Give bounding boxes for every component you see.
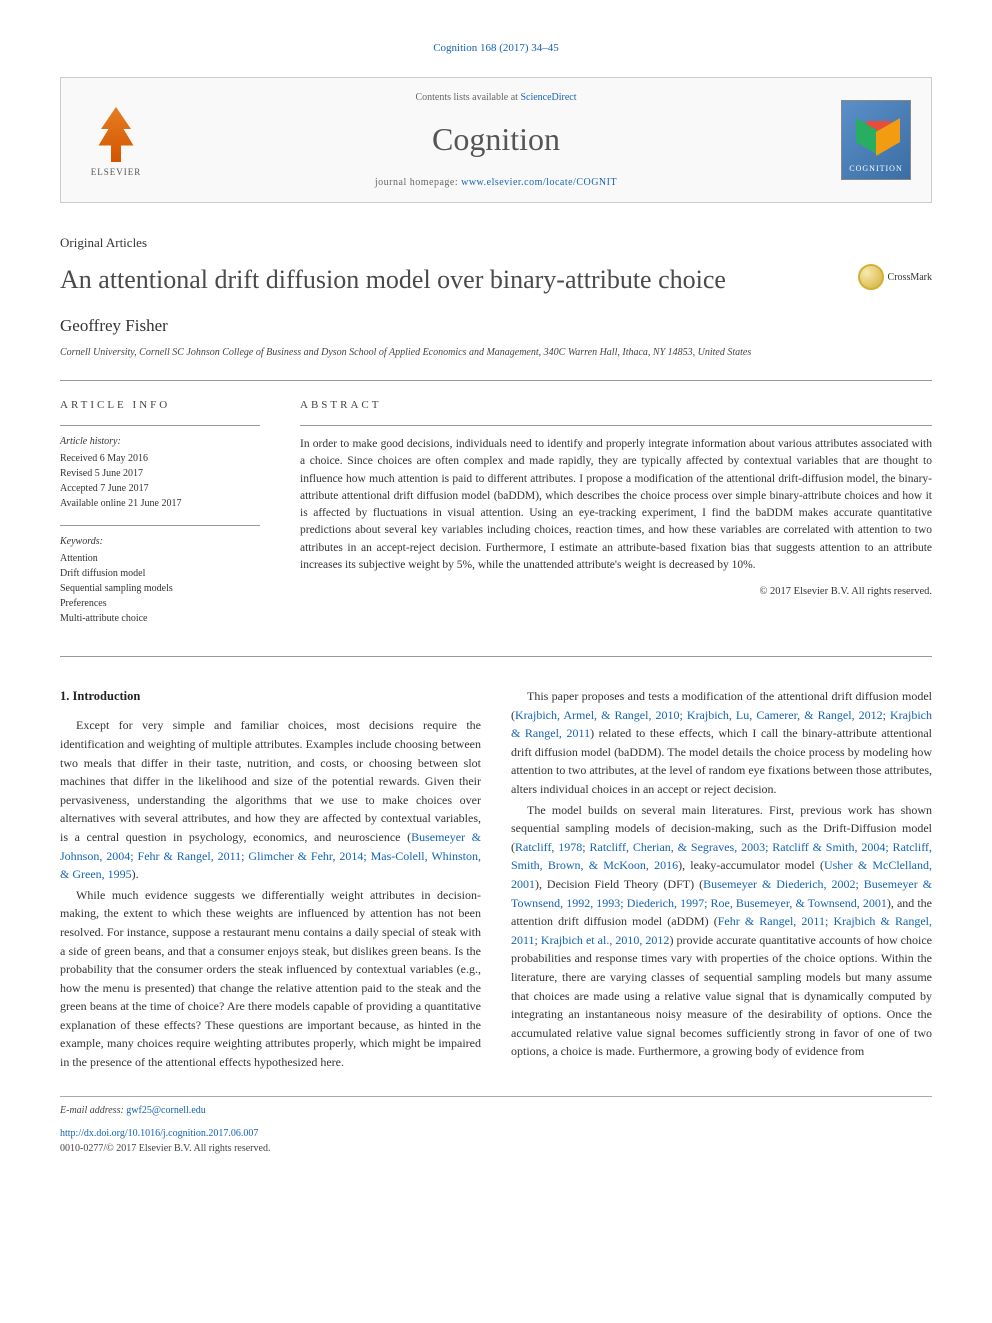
para-2: While much evidence suggests we differen… bbox=[60, 886, 481, 1072]
article-type: Original Articles bbox=[60, 233, 932, 253]
abstract-heading: abstract bbox=[300, 397, 932, 414]
crossmark-label: CrossMark bbox=[888, 270, 932, 285]
journal-header: ELSEVIER Contents lists available at Sci… bbox=[60, 77, 932, 203]
doi-link[interactable]: http://dx.doi.org/10.1016/j.cognition.20… bbox=[60, 1126, 932, 1141]
info-rule bbox=[60, 425, 260, 426]
contents-available: Contents lists available at ScienceDirec… bbox=[151, 90, 841, 105]
keywords-label: Keywords: bbox=[60, 534, 260, 549]
para-1: Except for very simple and familiar choi… bbox=[60, 716, 481, 883]
abstract-column: abstract In order to make good decisions… bbox=[300, 397, 932, 641]
keywords-block: Keywords: Attention Drift diffusion mode… bbox=[60, 534, 260, 626]
history-revised: Revised 5 June 2017 bbox=[60, 466, 260, 481]
history-accepted: Accepted 7 June 2017 bbox=[60, 481, 260, 496]
journal-homepage: journal homepage: www.elsevier.com/locat… bbox=[151, 175, 841, 190]
cognition-cube-icon bbox=[856, 115, 896, 155]
keyword-1: Attention bbox=[60, 551, 260, 566]
keyword-5: Multi-attribute choice bbox=[60, 611, 260, 626]
article-info-column: article info Article history: Received 6… bbox=[60, 397, 260, 641]
title-row: An attentional drift diffusion model ove… bbox=[60, 260, 932, 299]
keyword-4: Preferences bbox=[60, 596, 260, 611]
homepage-prefix: journal homepage: bbox=[375, 177, 461, 188]
homepage-link[interactable]: www.elsevier.com/locate/COGNIT bbox=[461, 177, 617, 188]
author-email-link[interactable]: gwf25@cornell.edu bbox=[126, 1105, 205, 1116]
section-1-heading: 1. Introduction bbox=[60, 687, 481, 706]
keyword-2: Drift diffusion model bbox=[60, 566, 260, 581]
rule-top bbox=[60, 380, 932, 381]
abstract-rule bbox=[300, 425, 932, 426]
sciencedirect-link[interactable]: ScienceDirect bbox=[520, 92, 576, 103]
article-info-heading: article info bbox=[60, 397, 260, 414]
info-rule-2 bbox=[60, 525, 260, 526]
crossmark-icon bbox=[858, 264, 884, 290]
abstract-copyright: © 2017 Elsevier B.V. All rights reserved… bbox=[300, 584, 932, 600]
info-abstract-row: article info Article history: Received 6… bbox=[60, 397, 932, 641]
header-center: Contents lists available at ScienceDirec… bbox=[151, 90, 841, 190]
elsevier-logo: ELSEVIER bbox=[81, 100, 151, 180]
history-label: Article history: bbox=[60, 434, 260, 449]
author-name: Geoffrey Fisher bbox=[60, 313, 932, 339]
author-affiliation: Cornell University, Cornell SC Johnson C… bbox=[60, 345, 932, 360]
para-4: The model builds on several main literat… bbox=[511, 801, 932, 1061]
cognition-cover-logo: COGNITION bbox=[841, 100, 911, 180]
abstract-text: In order to make good decisions, individ… bbox=[300, 436, 932, 574]
elsevier-tree-icon bbox=[91, 107, 141, 162]
citation-line: Cognition 168 (2017) 34–45 bbox=[60, 40, 932, 57]
rule-bottom bbox=[60, 656, 932, 657]
para-3: This paper proposes and tests a modifica… bbox=[511, 687, 932, 799]
article-history-block: Article history: Received 6 May 2016 Rev… bbox=[60, 434, 260, 511]
elsevier-label: ELSEVIER bbox=[91, 166, 142, 180]
history-online: Available online 21 June 2017 bbox=[60, 496, 260, 511]
article-title: An attentional drift diffusion model ove… bbox=[60, 260, 726, 299]
page-footer: E-mail address: gwf25@cornell.edu http:/… bbox=[60, 1096, 932, 1156]
crossmark-badge[interactable]: CrossMark bbox=[858, 264, 932, 290]
keyword-3: Sequential sampling models bbox=[60, 581, 260, 596]
issn-copyright: 0010-0277/© 2017 Elsevier B.V. All right… bbox=[60, 1141, 932, 1156]
article-body: 1. Introduction Except for very simple a… bbox=[60, 687, 932, 1072]
journal-title: Cognition bbox=[151, 115, 841, 163]
history-received: Received 6 May 2016 bbox=[60, 451, 260, 466]
contents-prefix: Contents lists available at bbox=[415, 92, 520, 103]
cognition-label: COGNITION bbox=[849, 163, 902, 175]
email-label: E-mail address: bbox=[60, 1105, 126, 1116]
email-row: E-mail address: gwf25@cornell.edu bbox=[60, 1103, 932, 1118]
